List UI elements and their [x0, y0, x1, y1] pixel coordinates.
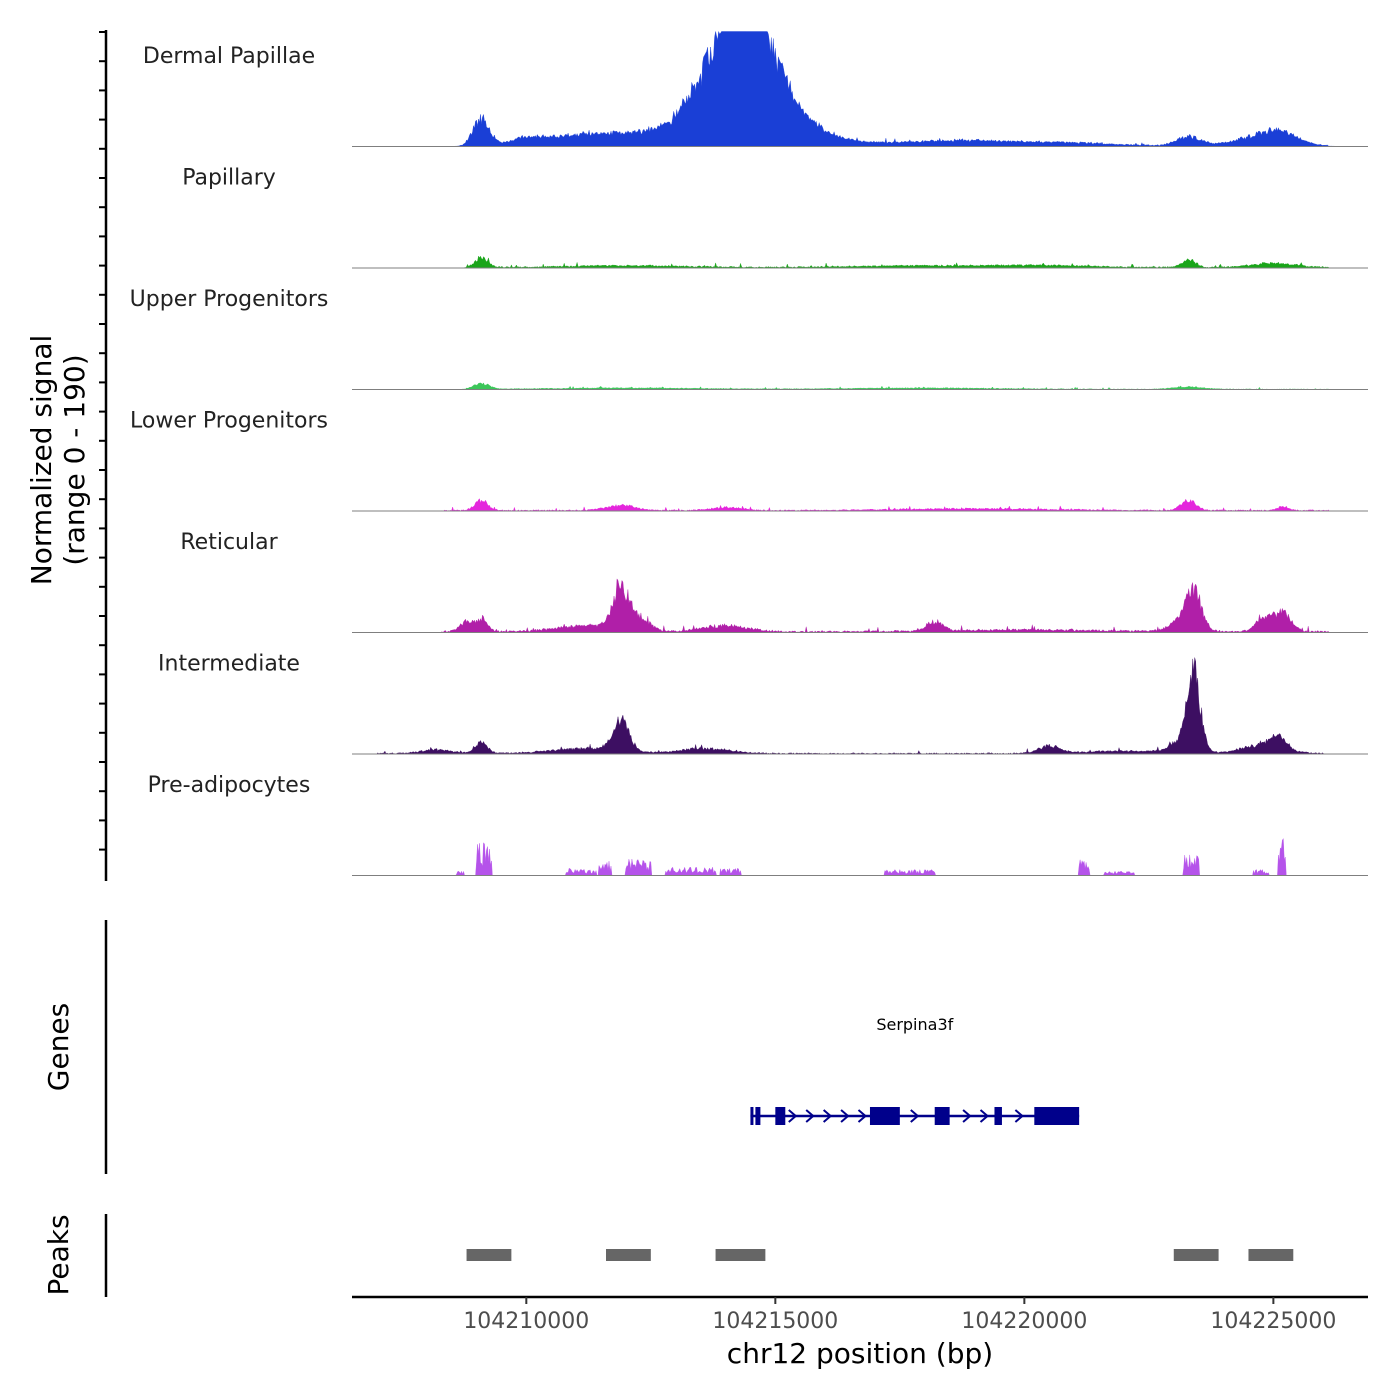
- peaks-track: [466, 1249, 1294, 1261]
- strand-arrow: [857, 1109, 868, 1123]
- signal-area: [352, 30, 1368, 147]
- track-pre-adipocytes: Pre-adipocytes: [148, 773, 1368, 876]
- peaks-track-title: Peaks: [42, 1214, 75, 1295]
- track-label: Lower Progenitors: [130, 409, 328, 434]
- genes-track-title: Genes: [42, 1003, 75, 1091]
- signal-area: [352, 498, 1368, 512]
- x-tick-label: 104220000: [961, 1309, 1087, 1334]
- track-label: Dermal Papillae: [143, 44, 315, 69]
- track-upper-progenitors: Upper Progenitors: [130, 287, 1368, 390]
- gene-exon: [994, 1107, 1002, 1125]
- x-axis: 104210000 104215000 104220000 104225000: [352, 1295, 1368, 1334]
- peak-region: [715, 1249, 766, 1261]
- strand-arrow: [805, 1109, 815, 1123]
- y-axis-range: (range 0 - 190): [58, 354, 91, 565]
- track-label: Upper Progenitors: [130, 287, 329, 312]
- strand-arrow: [1014, 1109, 1024, 1123]
- gene-exon: [869, 1107, 900, 1125]
- track-intermediate: Intermediate: [158, 652, 1368, 755]
- y-axis-title: Normalized signal: [25, 335, 58, 586]
- peak-region: [1248, 1249, 1294, 1261]
- strand-arrow: [962, 1109, 972, 1123]
- gene-exon: [1034, 1107, 1080, 1125]
- gene-serpina3f: Serpina3f: [750, 1015, 1080, 1125]
- x-tick-label: 104225000: [1210, 1309, 1336, 1334]
- strand-arrow: [840, 1109, 850, 1123]
- strand-arrow: [788, 1109, 798, 1123]
- peak-region: [1173, 1249, 1219, 1261]
- gene-exon: [934, 1107, 950, 1125]
- track-label: Reticular: [180, 530, 278, 555]
- gene-exon: [750, 1107, 754, 1125]
- signal-area: [352, 837, 1368, 876]
- strand-arrow: [822, 1109, 833, 1123]
- track-label: Intermediate: [158, 652, 300, 677]
- strand-arrow: [910, 1109, 920, 1123]
- signal-area: [352, 578, 1368, 633]
- track-dermal-papillae: Dermal Papillae: [143, 30, 1368, 147]
- x-tick-label: 104215000: [712, 1309, 838, 1334]
- track-papillary: Papillary: [182, 166, 1368, 269]
- track-label: Pre-adipocytes: [148, 773, 311, 798]
- gene-label: Serpina3f: [876, 1015, 953, 1034]
- signal-area: [352, 657, 1368, 755]
- genes-track: Serpina3f: [750, 1015, 1080, 1125]
- track-reticular: Reticular: [180, 530, 1368, 633]
- x-axis-title: chr12 position (bp): [727, 1337, 993, 1370]
- track-lower-progenitors: Lower Progenitors: [130, 409, 1368, 512]
- track-label: Papillary: [182, 166, 276, 191]
- x-tick-label: 104210000: [463, 1309, 589, 1334]
- coverage-tracks: Dermal Papillae Papillary Upper Progenitor…: [130, 30, 1368, 876]
- strand-arrow: [979, 1109, 990, 1123]
- gene-exon: [775, 1107, 786, 1125]
- gene-exon: [755, 1107, 761, 1125]
- signal-axis: [99, 30, 108, 881]
- signal-area: [352, 382, 1368, 390]
- peak-region: [606, 1249, 651, 1261]
- peak-region: [466, 1249, 512, 1261]
- signal-area: [352, 255, 1368, 269]
